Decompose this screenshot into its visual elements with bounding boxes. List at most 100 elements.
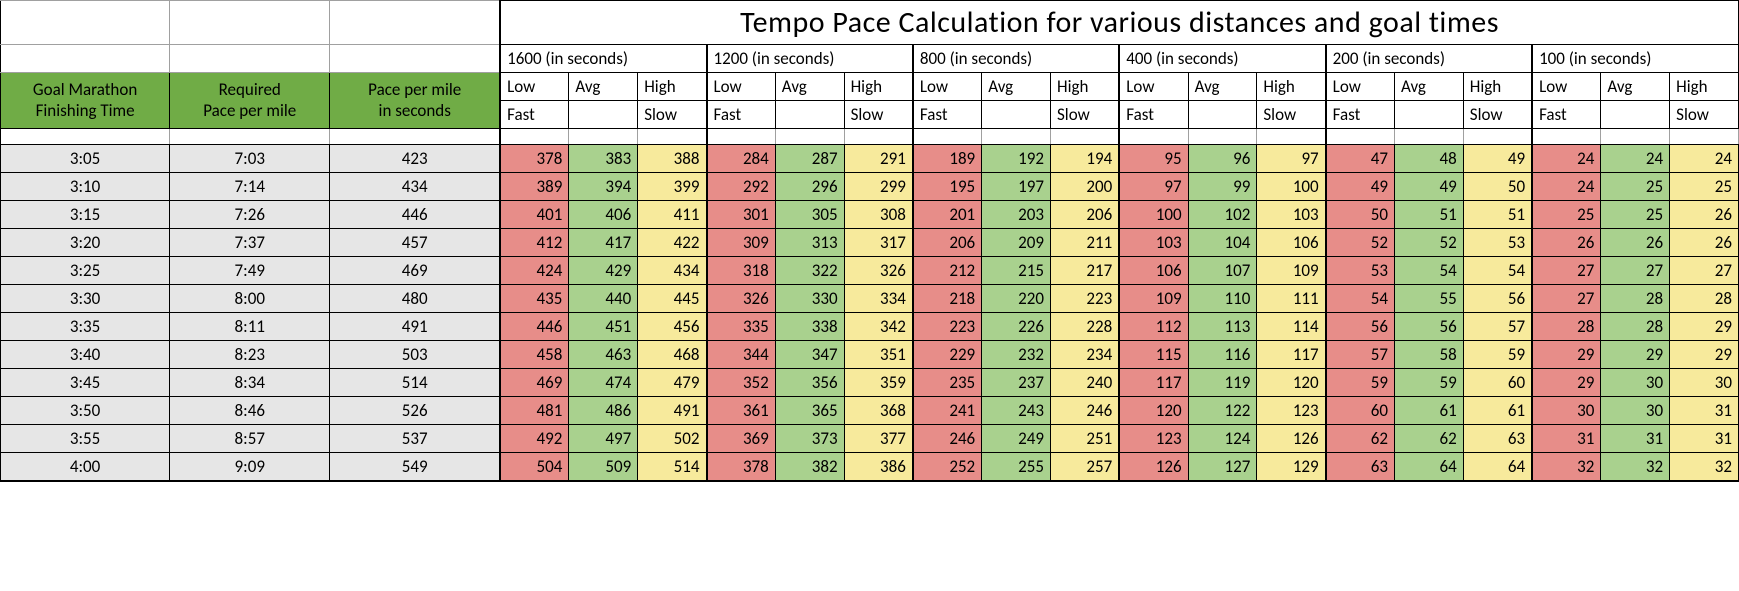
tempo-value-cell: 481 xyxy=(500,397,569,425)
tempo-value-cell: 97 xyxy=(1119,173,1188,201)
tempo-value-cell: 50 xyxy=(1463,173,1532,201)
goal-time-cell: 3:20 xyxy=(1,229,170,257)
tempo-value-cell: 206 xyxy=(913,229,982,257)
blank-cell xyxy=(500,129,569,145)
tempo-value-cell: 110 xyxy=(1188,285,1257,313)
sub-header-bottom: Slow xyxy=(1463,101,1532,129)
tempo-value-cell: 25 xyxy=(1670,173,1739,201)
tempo-value-cell: 52 xyxy=(1394,229,1463,257)
tempo-value-cell: 54 xyxy=(1326,285,1395,313)
tempo-value-cell: 107 xyxy=(1188,257,1257,285)
tempo-value-cell: 491 xyxy=(638,397,707,425)
tempo-value-cell: 61 xyxy=(1394,397,1463,425)
tempo-value-cell: 194 xyxy=(1050,145,1119,173)
tempo-value-cell: 28 xyxy=(1601,285,1670,313)
tempo-value-cell: 59 xyxy=(1394,369,1463,397)
distance-header: 400 (in seconds) xyxy=(1119,45,1325,73)
pace-seconds-cell: 514 xyxy=(330,369,500,397)
tempo-value-cell: 492 xyxy=(500,425,569,453)
tempo-value-cell: 383 xyxy=(569,145,638,173)
pace-cell: 7:37 xyxy=(170,229,330,257)
tempo-value-cell: 206 xyxy=(1050,201,1119,229)
blank-cell xyxy=(982,129,1051,145)
tempo-value-cell: 63 xyxy=(1463,425,1532,453)
sub-header-bottom xyxy=(1188,101,1257,129)
tempo-value-cell: 217 xyxy=(1050,257,1119,285)
tempo-value-cell: 255 xyxy=(982,453,1051,481)
tempo-value-cell: 468 xyxy=(638,341,707,369)
tempo-value-cell: 59 xyxy=(1326,369,1395,397)
tempo-value-cell: 31 xyxy=(1670,425,1739,453)
sub-header-top: Avg xyxy=(775,73,844,101)
blank-cell xyxy=(1,45,170,73)
tempo-value-cell: 435 xyxy=(500,285,569,313)
tempo-value-cell: 109 xyxy=(1257,257,1326,285)
goal-column-header: Pace per milein seconds xyxy=(330,73,500,129)
tempo-value-cell: 60 xyxy=(1326,397,1395,425)
tempo-value-cell: 434 xyxy=(638,257,707,285)
tempo-value-cell: 25 xyxy=(1532,201,1601,229)
tempo-value-cell: 49 xyxy=(1394,173,1463,201)
sub-header-top: High xyxy=(844,73,913,101)
goal-time-cell: 3:40 xyxy=(1,341,170,369)
distance-header: 1600 (in seconds) xyxy=(500,45,706,73)
tempo-value-cell: 28 xyxy=(1670,285,1739,313)
sub-header-top: Avg xyxy=(1394,73,1463,101)
tempo-value-cell: 106 xyxy=(1119,257,1188,285)
tempo-value-cell: 240 xyxy=(1050,369,1119,397)
goal-time-cell: 3:05 xyxy=(1,145,170,173)
pace-cell: 7:49 xyxy=(170,257,330,285)
tempo-value-cell: 26 xyxy=(1601,229,1670,257)
pace-seconds-cell: 480 xyxy=(330,285,500,313)
blank-cell xyxy=(170,129,330,145)
tempo-value-cell: 25 xyxy=(1601,201,1670,229)
tempo-value-cell: 47 xyxy=(1326,145,1395,173)
tempo-value-cell: 382 xyxy=(775,453,844,481)
sub-header-bottom: Fast xyxy=(913,101,982,129)
tempo-value-cell: 504 xyxy=(500,453,569,481)
sub-header-bottom: Slow xyxy=(1050,101,1119,129)
blank-cell xyxy=(1,1,170,45)
tempo-value-cell: 30 xyxy=(1532,397,1601,425)
goal-time-cell: 3:35 xyxy=(1,313,170,341)
tempo-value-cell: 109 xyxy=(1119,285,1188,313)
tempo-value-cell: 57 xyxy=(1326,341,1395,369)
tempo-value-cell: 32 xyxy=(1670,453,1739,481)
tempo-value-cell: 60 xyxy=(1463,369,1532,397)
pace-cell: 8:57 xyxy=(170,425,330,453)
tempo-value-cell: 378 xyxy=(500,145,569,173)
goal-time-cell: 3:10 xyxy=(1,173,170,201)
sub-header-top: High xyxy=(1050,73,1119,101)
tempo-value-cell: 249 xyxy=(982,425,1051,453)
tempo-value-cell: 326 xyxy=(707,285,776,313)
tempo-value-cell: 361 xyxy=(707,397,776,425)
tempo-value-cell: 62 xyxy=(1394,425,1463,453)
tempo-value-cell: 31 xyxy=(1601,425,1670,453)
tempo-value-cell: 209 xyxy=(982,229,1051,257)
pace-seconds-cell: 446 xyxy=(330,201,500,229)
tempo-value-cell: 237 xyxy=(982,369,1051,397)
blank-cell xyxy=(638,129,707,145)
tempo-value-cell: 514 xyxy=(638,453,707,481)
tempo-value-cell: 326 xyxy=(844,257,913,285)
tempo-value-cell: 246 xyxy=(1050,397,1119,425)
tempo-value-cell: 386 xyxy=(844,453,913,481)
tempo-value-cell: 24 xyxy=(1601,145,1670,173)
tempo-value-cell: 54 xyxy=(1394,257,1463,285)
tempo-value-cell: 229 xyxy=(913,341,982,369)
pace-seconds-cell: 491 xyxy=(330,313,500,341)
tempo-value-cell: 417 xyxy=(569,229,638,257)
tempo-value-cell: 32 xyxy=(1532,453,1601,481)
pace-seconds-cell: 469 xyxy=(330,257,500,285)
tempo-value-cell: 29 xyxy=(1532,369,1601,397)
goal-time-cell: 4:00 xyxy=(1,453,170,481)
tempo-value-cell: 119 xyxy=(1188,369,1257,397)
goal-time-cell: 3:30 xyxy=(1,285,170,313)
distance-header: 1200 (in seconds) xyxy=(707,45,913,73)
tempo-value-cell: 126 xyxy=(1119,453,1188,481)
tempo-value-cell: 223 xyxy=(1050,285,1119,313)
sub-header-top: Low xyxy=(1119,73,1188,101)
sub-header-top: Avg xyxy=(1601,73,1670,101)
pace-cell: 9:09 xyxy=(170,453,330,481)
sub-header-top: Low xyxy=(913,73,982,101)
